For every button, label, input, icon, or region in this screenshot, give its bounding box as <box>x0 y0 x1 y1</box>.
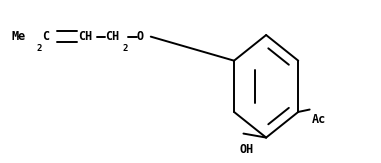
Text: CH: CH <box>78 30 92 43</box>
Text: OH: OH <box>240 143 254 156</box>
Text: 2: 2 <box>122 44 127 53</box>
Text: C: C <box>42 30 50 43</box>
Text: O: O <box>137 30 144 43</box>
Text: Me: Me <box>12 30 26 43</box>
Text: CH: CH <box>105 30 119 43</box>
Text: Ac: Ac <box>312 113 326 126</box>
Text: 2: 2 <box>37 44 42 53</box>
